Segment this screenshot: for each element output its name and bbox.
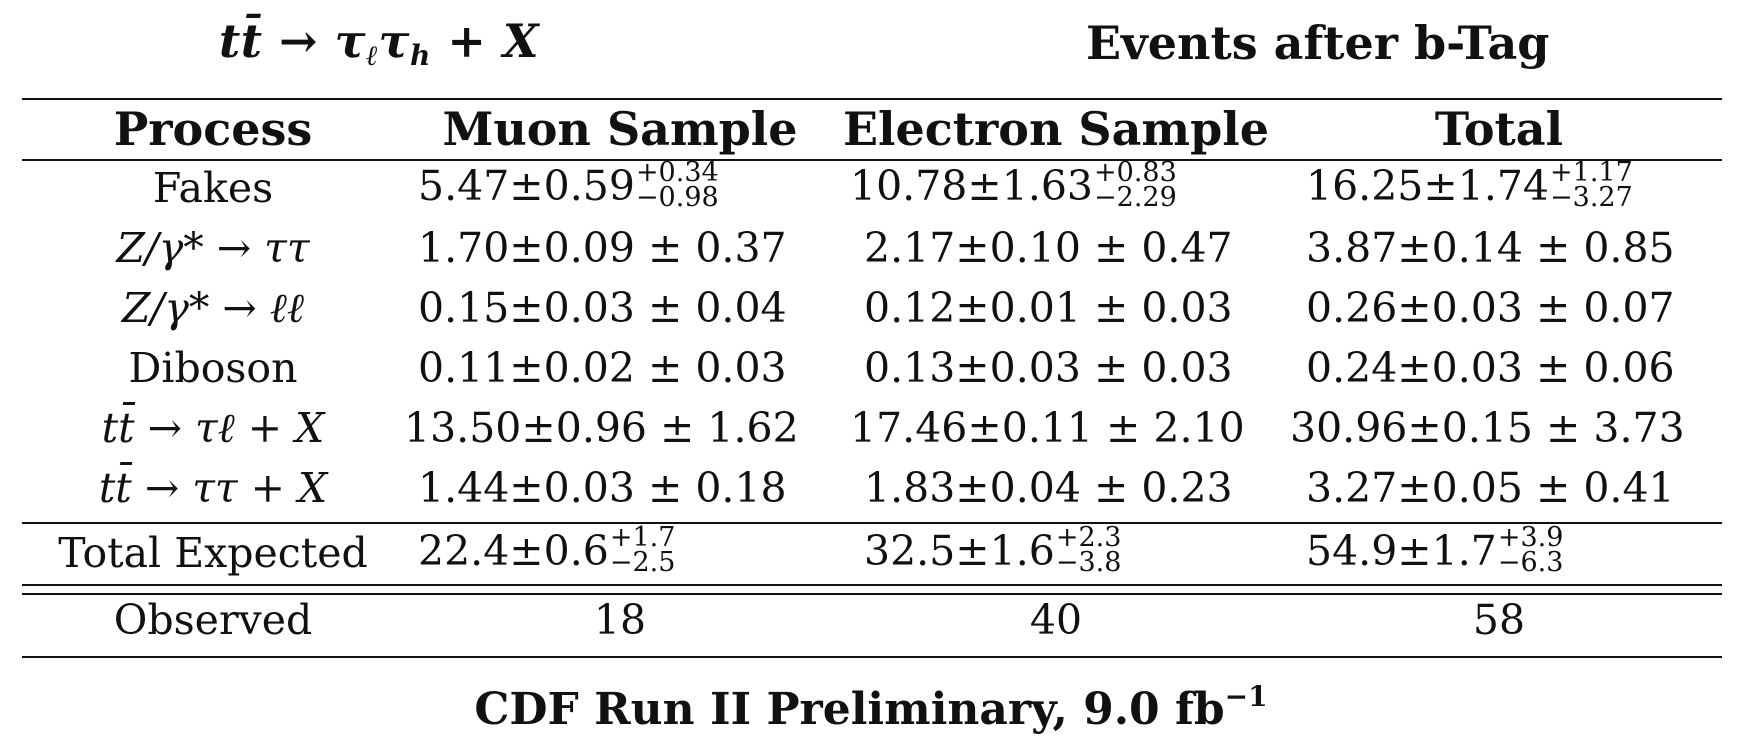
process-cell: Diboson — [128, 344, 298, 392]
total-expected-row: Total Expected 22.4±0.6 +1.7 −2.5 32.5±1.6… — [22, 518, 1722, 588]
muon-cell: 5.47±0.59 +0.34 −0.98 — [418, 157, 719, 214]
process-cell: tt̄ → τℓ + X — [101, 404, 325, 452]
total-cell: 30.96±0.15 ± 3.73 — [1290, 404, 1685, 452]
total-cell: 3.87±0.14 ± 0.85 — [1306, 224, 1675, 272]
electron-cell: 1.83±0.04 ± 0.23 — [864, 464, 1233, 512]
electron-cell: 10.78±1.63 +0.83 −2.29 — [850, 157, 1177, 214]
table-row: Diboson 0.11±0.02 ± 0.03 0.13±0.03 ± 0.0… — [22, 338, 1722, 398]
total-cell: 16.25±1.74 +1.17 −3.27 — [1306, 157, 1633, 214]
muon-cell: 13.50±0.96 ± 1.62 — [404, 404, 799, 452]
observed-label: Observed — [113, 596, 313, 644]
observed-row: Observed 18 40 58 — [22, 588, 1722, 652]
bottom-rule — [22, 656, 1722, 658]
footer-caption: CDF Run II Preliminary, 9.0 fb−1 — [474, 680, 1268, 735]
total-cell: 3.27±0.05 ± 0.41 — [1306, 464, 1675, 512]
total-cell: 58 — [1472, 596, 1526, 644]
double-rule-upper — [22, 584, 1722, 586]
muon-cell: 22.4±0.6 +1.7 −2.5 — [418, 522, 676, 579]
column-header-process: Process — [113, 102, 313, 156]
process-title: tt̄ → τℓτh + X — [219, 14, 540, 72]
table-row: Z/γ* → ττ 1.70±0.09 ± 0.37 2.17±0.10 ± 0… — [22, 218, 1722, 278]
table-row: tt̄ → τℓ + X 13.50±0.96 ± 1.62 17.46±0.1… — [22, 398, 1722, 458]
process-cell: tt̄ → ττ + X — [98, 464, 328, 512]
total-cell: 0.26±0.03 ± 0.07 — [1306, 284, 1675, 332]
total-cell: 54.9±1.7 +3.9 −6.3 — [1306, 522, 1564, 579]
events-title: Events after b-Tag — [1086, 16, 1550, 70]
process-cell: Z/γ* → ℓℓ — [122, 284, 304, 332]
muon-cell: 1.44±0.03 ± 0.18 — [418, 464, 787, 512]
muon-cell: 18 — [593, 596, 647, 644]
muon-cell: 1.70±0.09 ± 0.37 — [418, 224, 787, 272]
column-header-total: Total — [1434, 102, 1564, 156]
process-cell: Fakes — [152, 164, 274, 212]
event-yield-table: Process Muon Sample Electron Sample Tota… — [22, 100, 1722, 652]
total-expected-label: Total Expected — [58, 529, 368, 577]
electron-cell: 0.12±0.01 ± 0.03 — [864, 284, 1233, 332]
double-rule-lower — [22, 593, 1722, 595]
muon-cell: 0.11±0.02 ± 0.03 — [418, 344, 787, 392]
electron-cell: 40 — [1029, 596, 1083, 644]
electron-cell: 32.5±1.6 +2.3 −3.8 — [864, 522, 1122, 579]
column-header-muon: Muon Sample — [442, 102, 798, 156]
header-rule — [22, 159, 1722, 161]
muon-cell: 0.15±0.03 ± 0.04 — [418, 284, 787, 332]
sum-rule — [22, 522, 1722, 524]
top-rule — [22, 98, 1722, 100]
table-header-row: Process Muon Sample Electron Sample Tota… — [22, 100, 1722, 158]
electron-cell: 17.46±0.11 ± 2.10 — [850, 404, 1245, 452]
column-header-electron: Electron Sample — [842, 102, 1270, 156]
total-cell: 0.24±0.03 ± 0.06 — [1306, 344, 1675, 392]
table-row: Z/γ* → ℓℓ 0.15±0.03 ± 0.04 0.12±0.01 ± 0… — [22, 278, 1722, 338]
process-cell: Z/γ* → ττ — [116, 224, 310, 272]
electron-cell: 0.13±0.03 ± 0.03 — [864, 344, 1233, 392]
table-row: tt̄ → ττ + X 1.44±0.03 ± 0.18 1.83±0.04 … — [22, 458, 1722, 518]
table-row: Fakes 5.47±0.59 +0.34 −0.98 10.78±1.63 +0.8… — [22, 158, 1722, 218]
electron-cell: 2.17±0.10 ± 0.47 — [864, 224, 1233, 272]
